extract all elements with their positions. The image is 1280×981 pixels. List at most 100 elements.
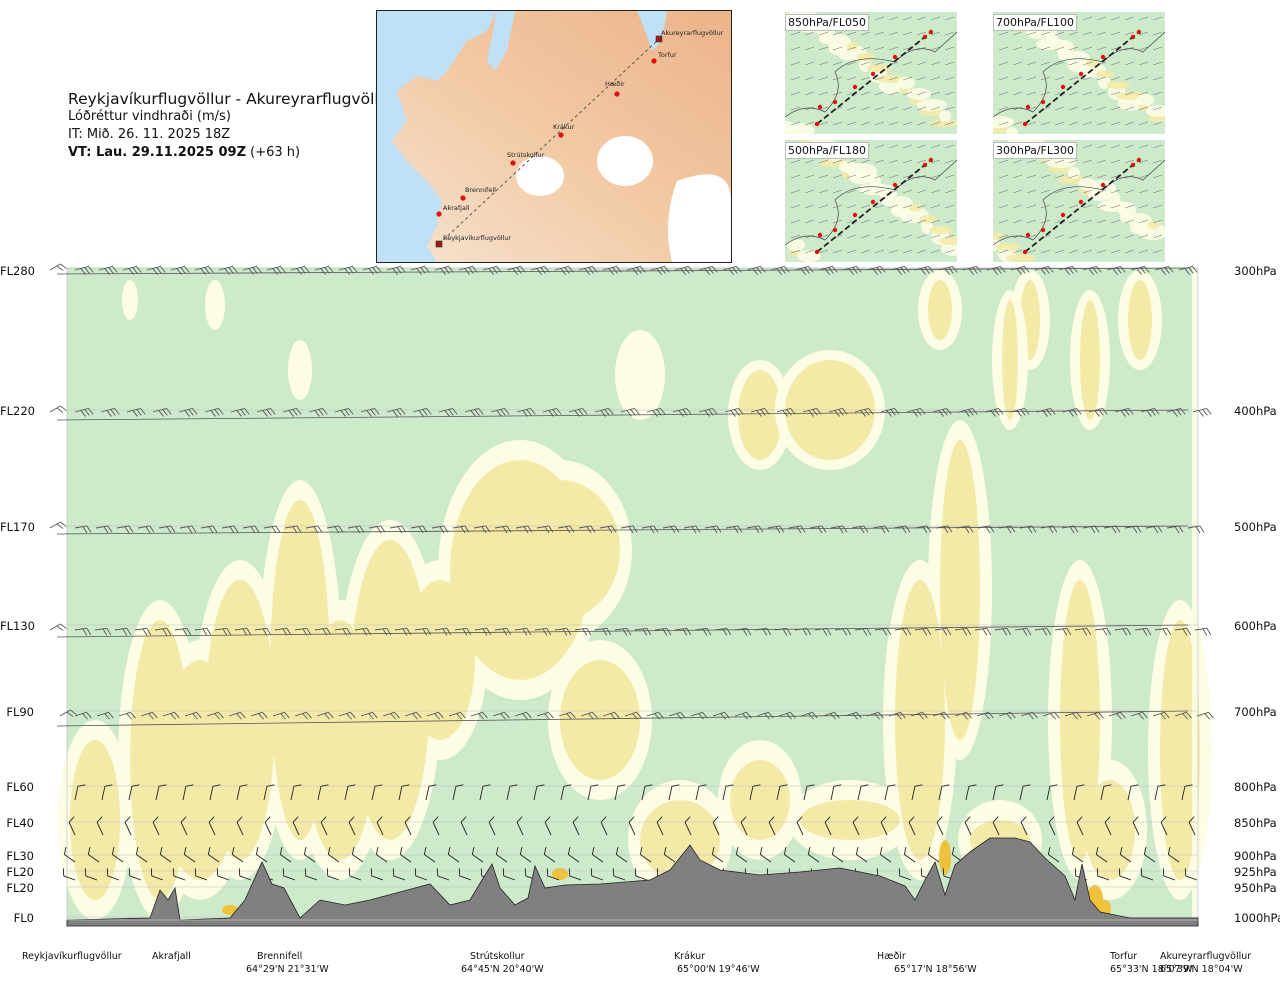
field-cell: [288, 340, 312, 400]
thumb-route: [1024, 159, 1140, 253]
thumb-blob: [1136, 94, 1154, 106]
wind-barb: [567, 846, 580, 863]
barb-shaft-line: [56, 525, 1189, 535]
wind-barb: [1152, 711, 1170, 720]
wind-barb: [851, 525, 869, 534]
wind-barb: [128, 868, 142, 881]
thumb-barb: [1040, 91, 1051, 96]
wind-barb: [842, 265, 862, 275]
thumb-barb: [1096, 159, 1107, 164]
wind-barb: [794, 627, 812, 636]
wind-barb: [932, 711, 950, 720]
thumbnail-850[interactable]: 850hPa/FL050: [785, 12, 957, 134]
thumb-barb: [930, 204, 941, 209]
wind-barb: [776, 784, 788, 801]
wind-barb: [1061, 525, 1079, 534]
thumb-barb: [874, 159, 885, 164]
route-points: Akureyrarflugvöllur Torfur Hæðir Krákur Strú…: [435, 29, 724, 248]
wind-barb: [1192, 407, 1212, 417]
thumb-barb: [944, 91, 955, 96]
wind-barb: [938, 265, 958, 275]
wind-barb: [154, 627, 172, 636]
wind-barb: [1047, 846, 1060, 863]
wind-barb: [399, 846, 412, 863]
thumb-barb: [1026, 106, 1037, 111]
thumb-blob: [1086, 59, 1098, 67]
thumbnail-500[interactable]: 500hPa/FL180: [785, 140, 957, 262]
wind-barb: [740, 816, 748, 836]
wind-barb: [473, 525, 491, 534]
pressure-label-300: 300hPa: [1234, 264, 1277, 278]
wind-barb: [903, 846, 916, 863]
thumb-barb: [1082, 159, 1093, 164]
thumb-barb: [1110, 204, 1121, 209]
wind-barb: [641, 525, 659, 534]
thumb-waypoint: [1060, 84, 1066, 90]
thumb-waypoint: [852, 212, 858, 218]
wind-barb: [362, 265, 382, 275]
wind-barb: [814, 627, 832, 636]
thumb-barb: [1138, 234, 1149, 239]
wind-barb: [1194, 627, 1212, 636]
thumb-barb: [930, 46, 941, 51]
wind-barb: [242, 265, 262, 275]
fl-label-1000: FL0: [13, 911, 34, 925]
thumb-barb: [1012, 159, 1023, 164]
wind-barb: [516, 816, 524, 836]
wind-barb: [448, 711, 466, 720]
thumbnail-300[interactable]: 300hPa/FL300: [993, 140, 1165, 262]
wind-barb: [194, 265, 214, 275]
wind-barb: [1062, 407, 1082, 417]
thumbnail-850-label: 850hPa/FL050: [785, 14, 870, 31]
wind-barb: [914, 627, 932, 636]
wind-barb: [375, 846, 388, 863]
thumb-barb: [1152, 144, 1163, 149]
wind-barb: [274, 627, 292, 636]
thumb-barb: [930, 91, 941, 96]
location-label-torfur: Torfur 65°33'N 18°07'W: [1110, 950, 1193, 976]
fl-label-850: FL40: [6, 816, 34, 830]
thumb-barb: [790, 234, 801, 239]
wind-barb: [1058, 265, 1078, 275]
wind-barb: [231, 846, 244, 863]
wind-barb: [1064, 711, 1082, 720]
wind-barb: [683, 525, 701, 534]
location-coord: 64°29'N 21°31'W: [246, 964, 329, 975]
thumb-barb: [1152, 76, 1163, 81]
wind-barb: [182, 784, 194, 801]
thumb-barb: [1054, 91, 1065, 96]
cross-section-field: [58, 267, 1212, 927]
wind-barb: [1082, 525, 1100, 534]
wind-barb: [474, 627, 492, 636]
thumb-barb: [916, 16, 927, 21]
thumb-blob: [993, 232, 1004, 240]
wind-barb: [587, 784, 599, 801]
thumb-barb: [818, 189, 829, 194]
wind-barb: [460, 816, 468, 836]
wind-barb: [1114, 627, 1132, 636]
thumb-barb: [998, 91, 1009, 96]
thumb-barb: [790, 76, 801, 81]
wind-barb: [284, 525, 302, 534]
thumb-barb: [1054, 106, 1065, 111]
wind-barb: [371, 784, 383, 801]
wind-barb: [543, 846, 556, 863]
thumb-waypoint: [892, 182, 898, 188]
wind-barb: [178, 407, 198, 417]
wind-barb: [1086, 711, 1104, 720]
thumb-barb: [1054, 234, 1065, 239]
thumbnail-700[interactable]: 700hPa/FL100: [993, 12, 1165, 134]
wind-barb: [1140, 868, 1154, 881]
thumb-blob: [1046, 156, 1076, 168]
wind-barb: [1130, 265, 1150, 275]
thumb-barb: [1124, 121, 1135, 126]
field-cell: [730, 760, 790, 840]
thumb-barb: [916, 144, 927, 149]
wind-barb: [662, 525, 680, 534]
wind-barb: [218, 265, 238, 275]
thumb-waypoint: [922, 34, 928, 40]
wind-barb: [932, 407, 952, 417]
thumb-blob: [917, 99, 947, 111]
map-point-label: Akureyrarflugvöllur: [661, 29, 724, 37]
